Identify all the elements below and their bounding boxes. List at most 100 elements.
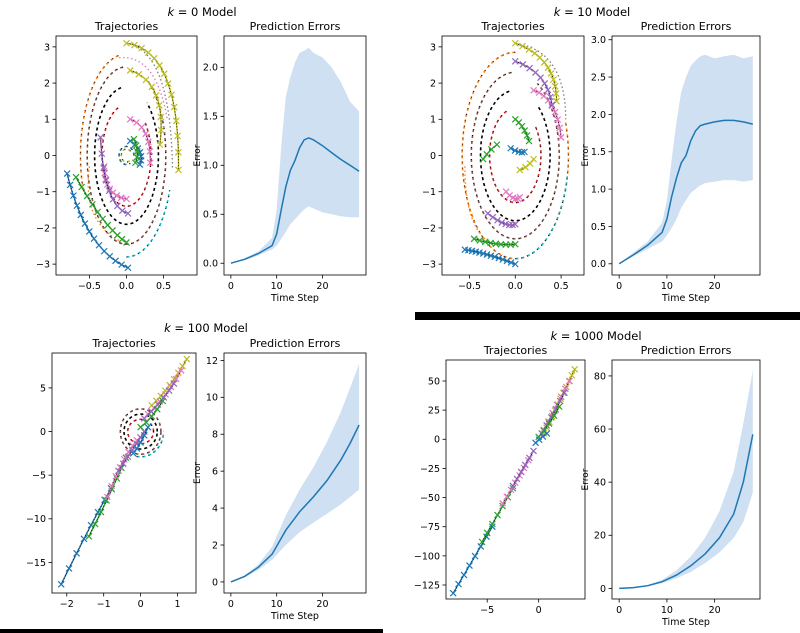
orbit-ring <box>136 431 165 458</box>
cross-marker <box>489 213 497 221</box>
cross-marker <box>153 405 161 413</box>
x-tick-label: −2 <box>60 599 74 610</box>
cross-marker <box>518 122 526 130</box>
cross-marker <box>164 80 172 88</box>
orbit-ring-prediction <box>86 66 167 245</box>
y-tick-label: −25 <box>420 464 440 475</box>
plot-frame <box>223 35 367 276</box>
y-tick-label: 25 <box>428 406 440 417</box>
plot-frame <box>611 35 761 276</box>
y-tick-label: −3 <box>422 260 436 271</box>
cross-marker <box>156 61 163 69</box>
orbit-ring-prediction <box>515 173 569 260</box>
y-tick-label: 2 <box>212 540 218 551</box>
trajectory-line <box>75 176 127 243</box>
cross-marker <box>124 210 132 217</box>
chart-title: Prediction Errors <box>250 20 341 33</box>
cross-marker <box>511 260 519 268</box>
y-tick-label: −3 <box>36 260 50 271</box>
orbit-ring <box>79 54 119 191</box>
orbit-ring-prediction <box>118 145 135 166</box>
cross-marker <box>160 70 168 78</box>
x-tick-label: −1 <box>97 599 111 610</box>
cross-marker <box>129 449 137 457</box>
y-tick-label: 1.0 <box>591 185 606 196</box>
cross-marker <box>488 520 496 528</box>
cross-marker <box>571 365 579 373</box>
cross-marker <box>83 192 91 200</box>
cross-marker <box>170 380 178 387</box>
prediction-errors-plot-k1000: 0 10 20 0 20 40 60 80 Prediction Errors Time Step… <box>581 344 761 628</box>
cross-marker <box>94 208 102 216</box>
cross-marker <box>174 148 182 156</box>
cross-marker <box>144 49 152 56</box>
y-tick-label: 2 <box>44 78 50 89</box>
cross-marker <box>522 163 529 171</box>
chart-title: Trajectories <box>94 20 159 33</box>
y-tick-label: 12 <box>206 356 218 367</box>
y-axis-label: Error <box>581 144 591 166</box>
cross-marker <box>72 173 80 181</box>
cross-marker <box>556 397 564 405</box>
error-band <box>619 370 753 589</box>
cross-marker <box>552 90 560 97</box>
y-tick-label: −10 <box>26 514 46 525</box>
cross-marker <box>554 116 562 123</box>
cross-marker <box>487 252 495 260</box>
model-title-k100: k = 100 Model <box>164 321 248 335</box>
cross-marker <box>118 207 126 215</box>
cross-marker <box>85 228 93 235</box>
cross-marker <box>104 221 112 229</box>
x-axis-label: Time Step <box>270 611 319 622</box>
prediction-errors-plot-k100: 0 10 20 0 2 4 6 8 10 12 Prediction Errors Time Step… <box>193 337 367 622</box>
y-tick-label: 1.5 <box>203 112 218 123</box>
trajectories-plot-k0: −0.5 0.0 0.5 −3 −2 −1 0 1 2 3 Trajectories <box>36 20 198 292</box>
cross-marker <box>511 240 519 248</box>
cross-marker <box>544 64 552 72</box>
cross-marker <box>142 418 150 426</box>
cross-marker <box>521 127 529 135</box>
cross-marker <box>495 254 503 262</box>
orbit-ring-prediction <box>126 190 171 258</box>
error-band <box>619 54 753 264</box>
chart-title: Trajectories <box>483 344 548 357</box>
cross-marker <box>91 520 99 528</box>
x-tick-label: 0.5 <box>156 281 171 292</box>
cross-marker <box>112 472 120 480</box>
chart-title: Trajectories <box>91 337 156 350</box>
orbit-ring-prediction <box>120 148 131 163</box>
cross-marker <box>460 571 468 579</box>
chart-title: Prediction Errors <box>641 344 732 357</box>
cross-marker <box>69 192 77 200</box>
plot-area <box>618 54 753 265</box>
cross-marker <box>479 250 487 257</box>
orbit-ring <box>120 148 132 163</box>
cross-marker <box>115 467 122 475</box>
trajectory-prediction <box>515 118 530 142</box>
cross-marker <box>126 66 134 74</box>
y-tick-label: 40 <box>594 478 606 489</box>
cross-marker <box>494 216 501 224</box>
y-tick-label: −1 <box>422 187 436 198</box>
y-tick-label: −2 <box>36 223 50 234</box>
cross-marker <box>507 259 515 266</box>
cross-marker <box>519 60 527 68</box>
cross-marker <box>547 69 555 77</box>
orbit-ring-prediction <box>80 55 119 191</box>
y-tick-label: 4 <box>212 503 218 514</box>
y-axis-label: Error <box>581 468 591 490</box>
cross-marker <box>159 397 167 405</box>
trajectory-line <box>514 118 530 142</box>
prediction-errors-plot-k10: 0 10 20 0.0 0.5 1.0 1.5 2.0 2.5 3.0 Prediction Err… <box>581 20 761 304</box>
cross-marker <box>137 423 145 431</box>
cross-marker <box>170 103 178 111</box>
x-tick-label: 0 <box>228 281 234 292</box>
cross-marker <box>90 235 98 243</box>
x-tick-label: 0 <box>536 605 542 616</box>
cross-marker <box>530 447 537 455</box>
cross-marker <box>546 93 554 101</box>
y-tick-label: 3.0 <box>591 35 606 46</box>
x-tick-label: 0 <box>138 599 144 610</box>
x-tick-label: 20 <box>709 605 721 616</box>
